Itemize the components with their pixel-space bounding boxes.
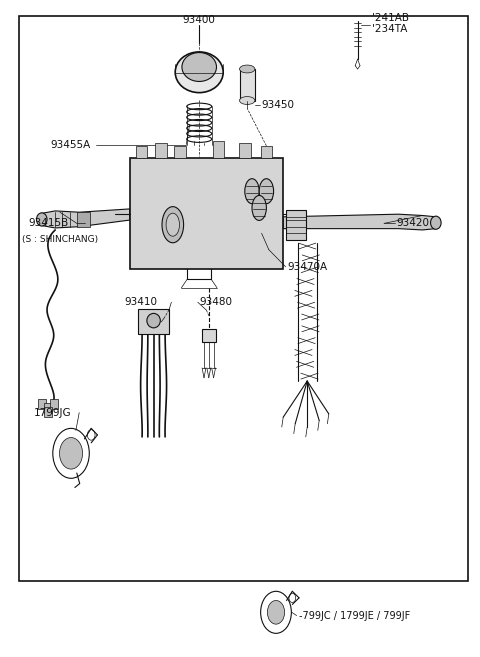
Ellipse shape — [175, 52, 223, 93]
Circle shape — [267, 600, 285, 624]
Ellipse shape — [431, 216, 441, 229]
Text: 1799JG: 1799JG — [34, 407, 71, 418]
Ellipse shape — [36, 213, 47, 226]
Text: 93480: 93480 — [199, 297, 232, 307]
Ellipse shape — [252, 196, 266, 221]
Ellipse shape — [240, 65, 255, 73]
Bar — [174, 146, 186, 158]
Text: 93400: 93400 — [183, 15, 216, 25]
Text: -799JC / 1799JE / 799JF: -799JC / 1799JE / 799JF — [299, 610, 410, 621]
Ellipse shape — [240, 97, 255, 104]
Ellipse shape — [245, 179, 259, 204]
Bar — [19, 16, 468, 581]
Ellipse shape — [166, 213, 180, 236]
Bar — [213, 141, 224, 158]
Ellipse shape — [162, 206, 184, 242]
Bar — [239, 143, 251, 158]
Bar — [50, 399, 58, 409]
Bar — [261, 146, 272, 158]
Ellipse shape — [182, 53, 216, 81]
Text: (S : SHINCHANG): (S : SHINCHANG) — [22, 235, 98, 244]
Bar — [138, 309, 169, 334]
Ellipse shape — [259, 179, 274, 204]
Bar — [44, 407, 52, 417]
Text: '234TA: '234TA — [372, 24, 408, 34]
Polygon shape — [283, 214, 436, 230]
Circle shape — [60, 438, 83, 469]
Bar — [77, 212, 90, 227]
Text: 93470A: 93470A — [287, 261, 327, 272]
Text: 93455A: 93455A — [50, 139, 91, 150]
Bar — [202, 328, 216, 342]
Ellipse shape — [147, 313, 160, 328]
Polygon shape — [41, 209, 130, 228]
Bar — [38, 399, 46, 409]
Bar — [155, 143, 167, 158]
Text: 93415B: 93415B — [29, 218, 69, 229]
Bar — [44, 403, 52, 413]
Bar — [286, 210, 306, 240]
Bar — [130, 158, 283, 269]
Text: 93410: 93410 — [125, 297, 158, 307]
Text: 93420: 93420 — [396, 218, 429, 229]
Bar — [240, 69, 255, 101]
Text: '241AB: '241AB — [372, 13, 409, 23]
Text: 93450: 93450 — [262, 100, 295, 110]
Bar — [136, 146, 147, 158]
